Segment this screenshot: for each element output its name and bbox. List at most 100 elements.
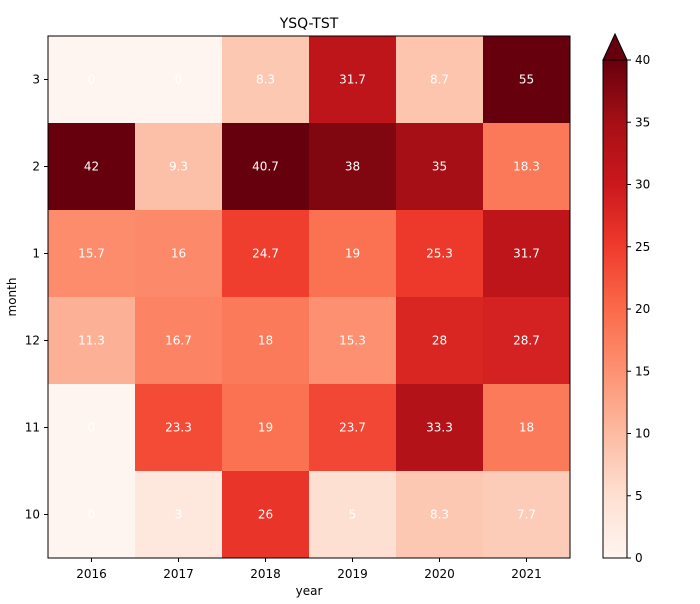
colorbar-tick-label: 40 bbox=[635, 53, 650, 67]
heatmap-cell bbox=[222, 384, 310, 472]
plot-frame bbox=[47, 35, 571, 559]
cell-value-label: 9.3 bbox=[169, 160, 188, 174]
heatmap-cell bbox=[222, 210, 310, 298]
y-tick-label: 3 bbox=[32, 73, 40, 87]
cell-value-label: 16 bbox=[171, 247, 186, 261]
cell-value-label: 23.3 bbox=[165, 421, 192, 435]
heatmap-cell bbox=[309, 123, 397, 211]
colorbar-gradient bbox=[602, 59, 628, 559]
cell-value-label: 42 bbox=[84, 160, 99, 174]
cell-value-label: 16.7 bbox=[165, 334, 192, 348]
heatmap-cell bbox=[48, 471, 136, 559]
x-tick-label: 2017 bbox=[163, 567, 194, 581]
y-axis-label: month bbox=[5, 278, 19, 317]
x-tick-label: 2021 bbox=[511, 567, 542, 581]
cell-value-label: 19 bbox=[258, 421, 273, 435]
heatmap-cell bbox=[135, 297, 223, 385]
heatmap-cell bbox=[48, 36, 136, 124]
heatmap-cell bbox=[309, 210, 397, 298]
cell-value-label: 0 bbox=[175, 73, 183, 87]
heatmap-cell-labels: 0 0 8.3 31.7 8.7 55 42 9.3 40.7 38 35 18.3 15.7 16 24.… bbox=[78, 73, 540, 522]
cell-value-label: 0 bbox=[88, 508, 96, 522]
cell-value-label: 18 bbox=[519, 421, 534, 435]
heatmap-cells bbox=[48, 36, 571, 559]
y-axis: 3 2 1 12 11 10 bbox=[25, 73, 48, 522]
colorbar-tick-label: 30 bbox=[635, 178, 650, 192]
heatmap-cell bbox=[222, 297, 310, 385]
heatmap-cell bbox=[483, 36, 571, 124]
heatmap-cell bbox=[396, 471, 484, 559]
heatmap-cell bbox=[396, 210, 484, 298]
cell-value-label: 19 bbox=[345, 247, 360, 261]
y-tick-label: 10 bbox=[25, 508, 40, 522]
heatmap-cell bbox=[309, 297, 397, 385]
cell-value-label: 31.7 bbox=[513, 247, 540, 261]
cell-value-label: 3 bbox=[175, 508, 183, 522]
heatmap-cell bbox=[48, 210, 136, 298]
heatmap-cell bbox=[222, 36, 310, 124]
cell-value-label: 8.3 bbox=[430, 508, 449, 522]
cell-value-label: 35 bbox=[432, 160, 447, 174]
cell-value-label: 0 bbox=[88, 73, 96, 87]
heatmap-cell bbox=[222, 123, 310, 211]
heatmap-cell bbox=[396, 36, 484, 124]
x-tick-label: 2019 bbox=[337, 567, 368, 581]
colorbar-tick-label: 5 bbox=[635, 489, 643, 503]
heatmap-cell bbox=[483, 123, 571, 211]
colorbar-tick-label: 20 bbox=[635, 302, 650, 316]
cell-value-label: 40.7 bbox=[252, 160, 279, 174]
cell-value-label: 8.7 bbox=[430, 73, 449, 87]
colorbar-tick-label: 15 bbox=[635, 364, 650, 378]
cell-value-label: 28.7 bbox=[513, 334, 540, 348]
heatmap-cell bbox=[48, 384, 136, 472]
colorbar: 0 5 10 15 20 25 30 35 40 bbox=[602, 32, 650, 565]
cell-value-label: 28 bbox=[432, 334, 447, 348]
y-tick-label: 2 bbox=[32, 160, 40, 174]
colorbar-tick-label: 0 bbox=[635, 551, 643, 565]
cell-value-label: 33.3 bbox=[426, 421, 453, 435]
x-tick-label: 2020 bbox=[424, 567, 455, 581]
colorbar-extend-arrow bbox=[602, 32, 628, 61]
cell-value-label: 26 bbox=[258, 508, 273, 522]
heatmap-cell bbox=[483, 297, 571, 385]
x-axis: 2016 2017 2018 2019 2020 2021 bbox=[76, 558, 542, 581]
heatmap-cell bbox=[483, 210, 571, 298]
cell-value-label: 24.7 bbox=[252, 247, 279, 261]
cell-value-label: 31.7 bbox=[339, 73, 366, 87]
colorbar-tick-label: 10 bbox=[635, 427, 650, 441]
y-tick-label: 1 bbox=[32, 247, 40, 261]
cell-value-label: 18.3 bbox=[513, 160, 540, 174]
heatmap-cell bbox=[135, 384, 223, 472]
x-tick-label: 2016 bbox=[76, 567, 107, 581]
cell-value-label: 23.7 bbox=[339, 421, 366, 435]
heatmap-cell bbox=[309, 384, 397, 472]
heatmap-cell bbox=[396, 384, 484, 472]
x-axis-label: year bbox=[296, 584, 323, 598]
y-tick-label: 12 bbox=[25, 334, 40, 348]
heatmap-cell bbox=[48, 123, 136, 211]
heatmap-cell bbox=[135, 36, 223, 124]
cell-value-label: 38 bbox=[345, 160, 360, 174]
cell-value-label: 7.7 bbox=[517, 508, 536, 522]
heatmap-cell bbox=[396, 297, 484, 385]
cell-value-label: 0 bbox=[88, 421, 96, 435]
colorbar-tick-label: 25 bbox=[635, 240, 650, 254]
heatmap-cell bbox=[309, 471, 397, 559]
cell-value-label: 15.7 bbox=[78, 247, 105, 261]
cell-value-label: 15.3 bbox=[339, 334, 366, 348]
x-tick-label: 2018 bbox=[250, 567, 281, 581]
cell-value-label: 8.3 bbox=[256, 73, 275, 87]
cell-value-label: 55 bbox=[519, 73, 534, 87]
cell-value-label: 25.3 bbox=[426, 247, 453, 261]
heatmap-cell bbox=[135, 123, 223, 211]
heatmap-cell bbox=[309, 36, 397, 124]
heatmap-cell bbox=[396, 123, 484, 211]
y-tick-label: 11 bbox=[25, 421, 40, 435]
chart-title: YSQ-TST bbox=[279, 16, 339, 32]
heatmap-cell bbox=[135, 471, 223, 559]
colorbar-tick-label: 35 bbox=[635, 115, 650, 129]
cell-value-label: 18 bbox=[258, 334, 273, 348]
heatmap-cell bbox=[48, 297, 136, 385]
